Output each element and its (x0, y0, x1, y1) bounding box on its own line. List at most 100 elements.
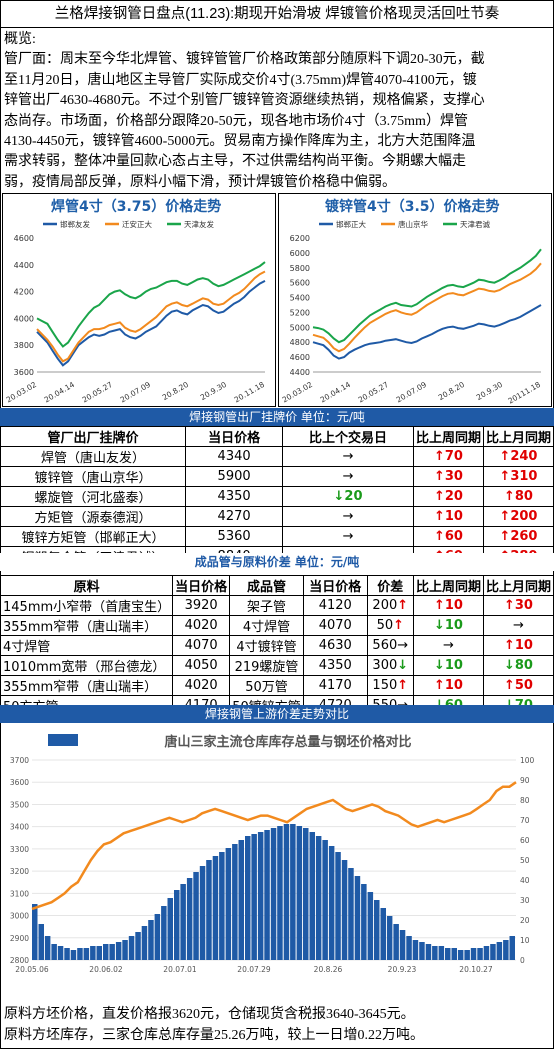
inventory-bar (180, 884, 186, 960)
inventory-bar (115, 942, 122, 960)
y-tick-label: 3600 (10, 778, 29, 787)
y-tick-label: 3700 (10, 756, 29, 765)
chart-title: 镀锌管4寸（3.5）价格走势 (325, 199, 500, 215)
inventory-bar (380, 908, 386, 960)
spread-cell: 50↑ (366, 615, 414, 636)
inventory-bar (503, 940, 509, 960)
week-change-cell: ↑10 (412, 595, 484, 616)
week-change-cell: ↓10 (412, 655, 484, 676)
inventory-bar (322, 840, 328, 960)
spread-value: 200 (372, 598, 398, 613)
legend-label: 邯郸正大 (336, 219, 366, 229)
day-change-cell: → (282, 466, 414, 487)
legend-label: 天津君诚 (460, 219, 490, 229)
product-price-cell: 4170 (302, 675, 368, 696)
raw-material-cell: 4寸焊管 (0, 635, 174, 656)
y-tick-label: 3500 (10, 800, 29, 809)
y-tick-label: 3800 (14, 341, 34, 350)
lange-logo-icon (48, 734, 78, 746)
inventory-bar (193, 872, 199, 960)
legend-label: 唐山京华 (398, 219, 428, 229)
inventory-bar (328, 846, 335, 960)
spread-arrow: ↓ (397, 658, 409, 673)
inventory-bar (264, 830, 270, 960)
column-header: 管厂出厂挂牌价 (0, 426, 187, 447)
inventory-bar (238, 840, 244, 960)
month-change-cell: ↑50 (482, 675, 554, 696)
spread-value: 50 (376, 618, 394, 633)
inventory-bar (122, 940, 128, 960)
section-bar-chart3: 焊接钢管上游价差走势对比 (0, 705, 554, 723)
inventory-bar (457, 950, 464, 960)
day-change-cell: → (282, 526, 414, 547)
week-change-cell: ↑60 (412, 526, 484, 547)
inventory-bar (128, 936, 135, 960)
inventory-bar (470, 948, 477, 960)
inventory-bar (212, 856, 219, 960)
column-header: 比上月同期 (482, 426, 554, 447)
spread-value: 150 (372, 678, 398, 693)
summary-line: 需求转弱，整体冲量回款心态占主导，不过供需结构尚平衡。今期螺大幅走 (4, 154, 466, 170)
welded-pipe-chart-svg: 邯郸友发 迁安正大 天津友发 3600 3800 4000 4200 4400 4600 20.0… (5, 219, 267, 405)
x-tick-label: 20.8.20 (437, 380, 466, 402)
inventory-bar (90, 946, 96, 960)
summary-line: 4130-4450元，镀锌管4600-5000元。贸易南方操作降库为主，北方大范… (4, 134, 476, 150)
raw-price-cell: 4070 (172, 635, 231, 656)
raw-material-cell: 355mm窄带（唐山瑞丰） (0, 675, 174, 696)
inventory-bar (32, 904, 38, 960)
inventory-bar (464, 950, 470, 960)
inventory-bar (57, 946, 64, 960)
inventory-bar (483, 946, 490, 960)
inventory-bar (341, 860, 348, 960)
x-tick-label: 20.05.27 (357, 380, 391, 405)
x-tick-label: 20.10.27 (459, 965, 493, 974)
inventory-bar (83, 948, 90, 960)
y-tick-label: 4600 (14, 234, 34, 243)
inventory-bar (64, 948, 70, 960)
inventory-bar (451, 948, 457, 960)
day-change-cell: → (282, 446, 414, 467)
y-tick-label: 3600 (14, 368, 34, 377)
inventory-bar (96, 946, 102, 960)
pipe-name-cell: 方矩管（源泰德润） (0, 506, 187, 527)
month-change-cell: ↑80 (482, 486, 554, 507)
column-header: 比上月同期 (482, 575, 554, 596)
table-row: 方矩管（源泰德润） 4270 → ↑10 ↑200 (0, 506, 554, 527)
product-price-cell: 4070 (302, 615, 368, 636)
product-price-cell: 4350 (302, 655, 368, 676)
table-row: 355mm窄带（唐山瑞丰） 4020 4寸焊管 4070 50↑ ↓10 → (0, 615, 554, 636)
inventory-bar (245, 836, 251, 960)
month-change-cell: ↑200 (482, 506, 554, 527)
column-header: 当日价格 (172, 575, 231, 596)
inventory-bar (432, 946, 438, 960)
inventory-bar (438, 946, 445, 960)
series-line (312, 304, 542, 360)
series-line (312, 248, 542, 344)
month-change-cell: ↑310 (482, 466, 554, 487)
inventory-billet-chart: 唐山三家主流仓库库存总量与钢坯价格对比 2800 2900 3000 3100 3200 3… (2, 724, 552, 992)
y-tick-label: 6200 (290, 234, 310, 243)
x-tick-label: 20.04.14 (319, 380, 353, 405)
y-tick-label: 4000 (14, 314, 34, 323)
inventory-bar (361, 884, 367, 960)
y2-tick-label: 30 (520, 896, 530, 905)
inventory-bar (290, 824, 296, 960)
x-tick-label: 20.07.09 (119, 380, 153, 405)
y-tick-label: 3100 (10, 889, 29, 898)
inventory-bar (509, 936, 515, 960)
series-line (36, 280, 266, 367)
x-tick-label: 20.9.30 (475, 380, 504, 402)
week-change-cell: ↓10 (412, 615, 484, 636)
inventory-bar (51, 944, 57, 960)
summary-block: 概览: 管厂面：周末至今华北焊管、镀锌管管厂价格政策部分随原料下调20-30元，… (4, 30, 550, 193)
y-tick-label: 3000 (10, 912, 29, 921)
month-change-cell: ↑30 (482, 595, 554, 616)
spread-cell: 300↓ (366, 655, 414, 676)
spread-value: 300 (372, 658, 398, 673)
raw-material-cell: 355mm窄带（唐山瑞丰） (0, 615, 174, 636)
pipe-name-cell: 镀锌管（唐山京华） (0, 466, 187, 487)
raw-price-cell: 4050 (172, 655, 231, 676)
y-tick-label: 4200 (14, 288, 34, 297)
x-tick-label: 20.9.30 (199, 380, 228, 402)
column-header: 价差 (366, 575, 414, 596)
